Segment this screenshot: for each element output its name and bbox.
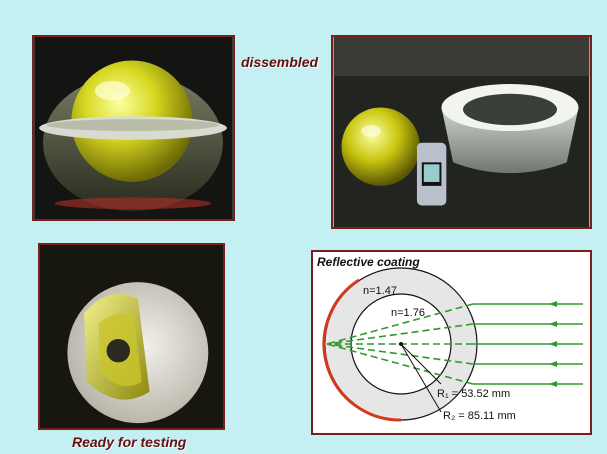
disassembled-parts-image: [333, 37, 590, 227]
lens-diagram-svg: Reflective coating n=1.47 n=1.76 R₁ = 53…: [317, 255, 583, 422]
ray-arrowheads: [549, 301, 557, 387]
radius-r1-line: [400, 343, 442, 385]
incoming-rays: [473, 303, 583, 385]
reflective-coating-arc: [322, 278, 402, 422]
center-point: [399, 342, 403, 346]
label-r1: R₁ = 53.52 mm: [437, 388, 510, 400]
ready-for-testing-image: [40, 245, 223, 428]
assembled-lens-image: [34, 37, 233, 219]
lens-diagram: Reflective coating n=1.47 n=1.76 R₁ = 53…: [311, 250, 592, 435]
caption-disassembled: dissembled: [241, 54, 319, 70]
photo-ready-for-testing: [38, 243, 225, 430]
diagram-title: Reflective coating: [317, 255, 420, 269]
radius-r2-line: [400, 343, 442, 413]
label-r2: R₂ = 85.11 mm: [443, 410, 516, 422]
photo-disassembled-parts: [331, 35, 592, 229]
label-n-inner: n=1.76: [391, 307, 425, 319]
caption-ready-for-testing: Ready for testing: [72, 434, 187, 450]
label-n-outer: n=1.47: [363, 285, 397, 297]
photo-assembled-lens: [32, 35, 235, 221]
